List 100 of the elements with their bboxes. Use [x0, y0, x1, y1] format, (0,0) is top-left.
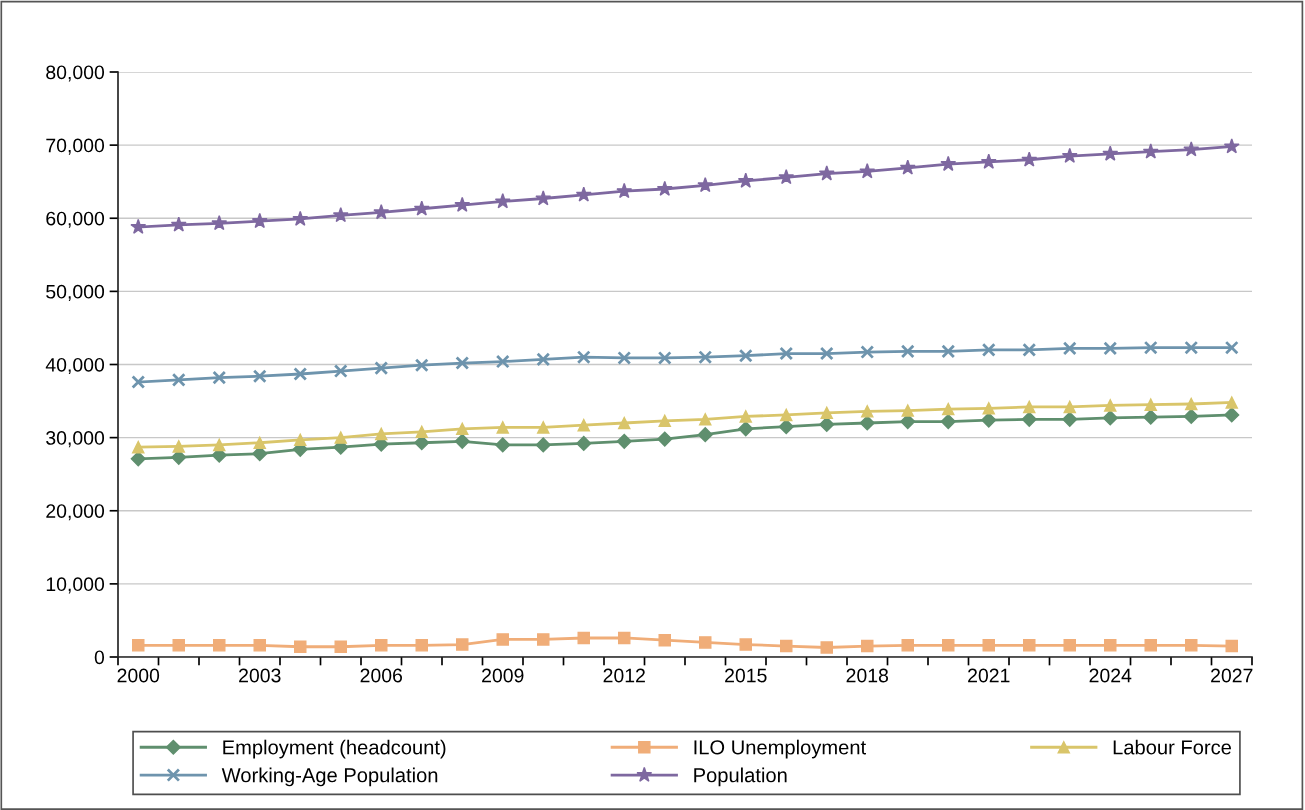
- point: [1184, 639, 1198, 652]
- point: [495, 354, 510, 369]
- point: [981, 412, 997, 428]
- point: [212, 370, 227, 385]
- point: [1183, 141, 1200, 157]
- point: [900, 344, 915, 359]
- point: [1103, 399, 1117, 412]
- point: [940, 155, 957, 172]
- point: [455, 638, 469, 651]
- point: [454, 196, 471, 212]
- y-tick-label: 20,000: [46, 504, 105, 521]
- point: [901, 404, 915, 417]
- point: [738, 421, 754, 437]
- point: [293, 433, 307, 447]
- point: [535, 437, 551, 453]
- point: [172, 639, 186, 652]
- point: [860, 345, 875, 360]
- point: [658, 633, 672, 647]
- x-tick-label: 2021: [968, 668, 1010, 683]
- point: [657, 350, 672, 365]
- point: [576, 350, 591, 365]
- point: [1021, 151, 1038, 167]
- x-tick-label: 2012: [603, 668, 645, 683]
- legend-label: ILO Unemployment: [694, 739, 866, 759]
- point: [251, 212, 268, 229]
- point: [616, 182, 633, 199]
- y-tick-label: 80,000: [46, 65, 105, 82]
- point: [657, 431, 673, 447]
- point: [1062, 411, 1078, 427]
- point: [1223, 138, 1240, 154]
- point: [576, 435, 592, 452]
- point: [1063, 639, 1077, 652]
- point: [1144, 639, 1158, 652]
- point: [332, 206, 349, 223]
- x-tick-label: 2000: [117, 668, 160, 683]
- point: [496, 633, 510, 646]
- point: [1102, 410, 1118, 426]
- y-tick-label: 60,000: [46, 211, 105, 228]
- point: [697, 427, 713, 443]
- point: [859, 415, 875, 431]
- point: [334, 431, 348, 444]
- y-tick-label: 10,000: [46, 577, 105, 594]
- point: [293, 640, 307, 654]
- point: [698, 636, 712, 649]
- point: [414, 358, 429, 373]
- point: [1102, 145, 1119, 161]
- point: [536, 633, 550, 646]
- point: [131, 440, 145, 454]
- point: [1184, 397, 1198, 411]
- point: [941, 344, 956, 359]
- point: [172, 440, 186, 453]
- point: [1184, 340, 1199, 355]
- point: [415, 425, 429, 439]
- point: [1103, 341, 1118, 356]
- point: [899, 159, 916, 175]
- point: [859, 163, 876, 179]
- point: [455, 422, 469, 436]
- point: [455, 356, 470, 370]
- point: [982, 639, 996, 652]
- y-tick-label: 70,000: [46, 138, 105, 155]
- point: [1022, 639, 1036, 652]
- point: [373, 204, 390, 220]
- x-tick-label: 2015: [725, 668, 767, 683]
- point: [292, 210, 309, 226]
- point: [374, 639, 388, 652]
- point: [981, 342, 996, 357]
- point: [617, 350, 632, 365]
- point: [253, 639, 267, 652]
- point: [698, 350, 713, 365]
- point: [1022, 400, 1036, 414]
- point: [252, 369, 267, 384]
- point: [1021, 411, 1037, 427]
- point: [697, 177, 714, 193]
- point: [535, 190, 552, 206]
- x-tick-label: 2006: [360, 668, 403, 683]
- point: [211, 215, 228, 231]
- y-tick-label: 0: [94, 650, 105, 665]
- point: [130, 218, 147, 234]
- point: [779, 408, 793, 422]
- point: [171, 372, 186, 387]
- point: [1103, 639, 1117, 652]
- y-tick-label: 30,000: [46, 431, 105, 448]
- point: [212, 639, 226, 652]
- point: [170, 216, 187, 232]
- point: [941, 402, 955, 416]
- point: [575, 186, 592, 202]
- x-tick-label: 2018: [846, 668, 889, 683]
- legend-label: Working-Age Population: [221, 767, 438, 787]
- y-tick-label: 40,000: [45, 357, 105, 375]
- point: [374, 427, 388, 441]
- point: [860, 639, 874, 653]
- point: [1143, 409, 1159, 425]
- point: [333, 364, 348, 379]
- x-tick-label: 2027: [1211, 668, 1253, 683]
- point: [820, 641, 834, 654]
- point: [212, 438, 226, 452]
- point: [698, 413, 712, 426]
- point: [656, 180, 673, 196]
- point: [617, 631, 631, 645]
- point: [739, 410, 753, 423]
